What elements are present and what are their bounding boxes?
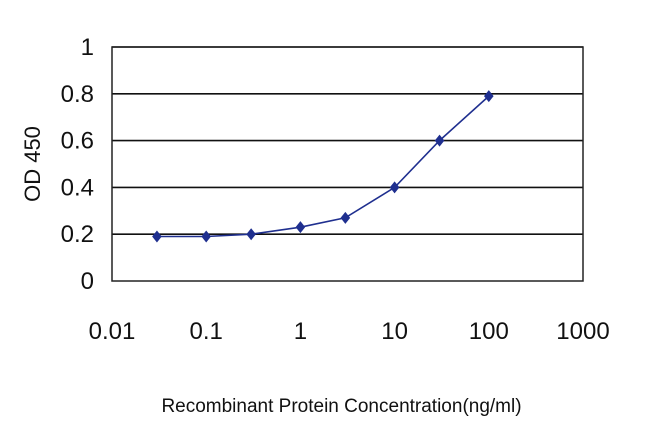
y-tick-label: 0.8 bbox=[61, 81, 94, 108]
x-tick-label: 10 bbox=[381, 318, 408, 345]
x-tick-label: 0.01 bbox=[89, 318, 136, 345]
data-point-marker bbox=[434, 134, 445, 147]
data-point-marker bbox=[246, 228, 256, 241]
data-point-marker bbox=[201, 230, 211, 243]
gridlines bbox=[112, 46, 583, 235]
x-axis-label: Recombinant Protein Concentration(ng/ml) bbox=[161, 396, 521, 417]
data-point-marker bbox=[340, 211, 351, 224]
x-tick-label: 100 bbox=[469, 318, 509, 345]
x-tick-label: 1 bbox=[294, 318, 307, 345]
series-line bbox=[156, 95, 490, 238]
y-tick-label: 0.2 bbox=[61, 221, 94, 248]
data-point-marker bbox=[389, 181, 400, 194]
y-tick-label: 0.6 bbox=[61, 128, 94, 155]
data-point-marker bbox=[152, 230, 162, 243]
x-tick-label: 1000 bbox=[556, 318, 609, 345]
y-tick-label: 0.4 bbox=[61, 174, 94, 201]
data-point-marker bbox=[484, 90, 494, 103]
x-tick-label: 0.1 bbox=[190, 318, 223, 345]
x-tick-labels: 0.01 0.1 1 10 100 1000 bbox=[89, 318, 610, 345]
y-axis-label: OD 450 bbox=[20, 126, 45, 202]
plot-area-frame bbox=[111, 46, 584, 282]
series-layer bbox=[152, 90, 494, 243]
data-point-marker bbox=[295, 221, 306, 234]
y-tick-labels: 0 0.2 0.4 0.6 0.8 1 bbox=[61, 34, 94, 295]
y-tick-label: 0 bbox=[81, 268, 94, 295]
y-tick-label: 1 bbox=[81, 34, 94, 61]
